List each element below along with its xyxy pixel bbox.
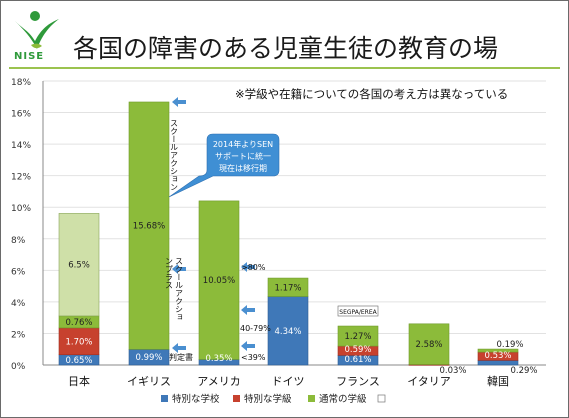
nise-logo: [15, 11, 59, 49]
uk-school-action-label: スクールアクション: [170, 119, 179, 191]
data-label: 1.70%: [65, 337, 92, 347]
legend-swatch-0: [161, 395, 168, 402]
data-label: 0.99%: [135, 353, 162, 363]
y-tick-label: 16%: [11, 110, 31, 120]
legend-swatch-3: [377, 394, 386, 403]
france-tag-label: SEGPA/EREA: [339, 309, 377, 316]
y-tick-label: 12%: [11, 173, 31, 183]
bar-segment-5-2: [408, 323, 450, 365]
x-tick-label: イギリス: [127, 375, 171, 388]
bar-segment-3-0: [267, 296, 309, 366]
data-label: 0.03%: [439, 366, 466, 376]
uk-arrow-mid: [172, 264, 186, 274]
legend-label-0: 特別な学校: [172, 393, 220, 405]
data-label: 0.19%: [496, 340, 523, 350]
uk-arrow-top: [172, 97, 186, 107]
bar-segment-4-2: [337, 325, 379, 347]
callout-text-2: 現在は移行期: [219, 163, 267, 173]
data-label: 6.5%: [68, 261, 90, 271]
data-label: 0.65%: [65, 356, 92, 366]
uk-statement-label: 判定書: [169, 352, 193, 362]
page-title: 各国の障害のある児童生徒の教育の場: [73, 34, 499, 63]
data-label: 0.76%: [65, 318, 92, 328]
y-tick-label: 18%: [11, 78, 31, 88]
y-tick-label: 0%: [11, 362, 26, 372]
data-label: 0.59%: [344, 345, 371, 355]
x-tick-label: 日本: [68, 374, 90, 388]
uk-arrow-bottom: [172, 343, 186, 353]
bar-segment-2-2: [198, 200, 240, 360]
uk-school-action-plus-label: スクールアクショ: [175, 257, 184, 321]
france-tag-box: [337, 305, 379, 317]
x-tick-label: 韓国: [487, 375, 509, 388]
y-tick-label: 10%: [11, 204, 31, 214]
callout-text-0: 2014年よりSEN: [213, 139, 273, 149]
y-tick-label: 6%: [11, 267, 26, 277]
data-label: 0.35%: [205, 354, 232, 364]
x-tick-label: ドイツ: [272, 375, 305, 388]
logo-text: NISE: [14, 51, 45, 62]
us-range-39: <39%: [241, 353, 266, 362]
data-label: 2.58%: [415, 340, 442, 350]
title-divider: [9, 67, 560, 69]
data-label: 4.34%: [274, 327, 301, 337]
y-tick-label: 8%: [11, 236, 26, 246]
callout-bubble: [168, 133, 280, 198]
x-tick-label: フランス: [336, 375, 380, 388]
data-label: 0.61%: [344, 355, 371, 365]
legend-label-2: 通常の学級: [319, 393, 367, 405]
legend-swatch-2: [308, 395, 315, 402]
bar-segment-3-2: [267, 277, 309, 297]
uk-school-action-plus-label-2: ンプラス: [165, 257, 174, 289]
data-label: 1.27%: [344, 332, 371, 342]
data-label: 0.53%: [484, 351, 511, 361]
us-arrow-bottom: [241, 341, 255, 351]
bar-segment-0-1: [58, 327, 100, 356]
bar-segment-6-2: [477, 348, 519, 353]
x-tick-label: アメリカ: [197, 375, 240, 388]
us-range-80: >80%: [241, 263, 266, 272]
bar-segment-6-0: [477, 360, 519, 366]
legend-label-1: 特別な学級: [244, 393, 292, 405]
bar-segment-0-3: [58, 213, 100, 317]
us-arrow-top: [241, 262, 255, 272]
callout-text-1: サポートに統一: [215, 151, 271, 161]
x-tick-label: イタリア: [407, 375, 451, 388]
data-label: 1.17%: [274, 283, 301, 293]
data-label: 10.05%: [203, 276, 235, 286]
data-label: 0.29%: [510, 366, 537, 376]
y-tick-label: 2%: [11, 330, 26, 340]
us-range-40-79: 40-79%: [240, 324, 271, 333]
legend-swatch-1: [233, 395, 240, 402]
bar-segment-1-2: [128, 101, 170, 350]
data-label: 15.68%: [133, 222, 165, 232]
y-tick-label: 14%: [11, 141, 31, 151]
us-arrow-mid: [241, 305, 255, 315]
chart-note: ※学級や在籍についての各国の考え方は異なっている: [235, 87, 509, 101]
y-tick-label: 4%: [11, 299, 26, 309]
